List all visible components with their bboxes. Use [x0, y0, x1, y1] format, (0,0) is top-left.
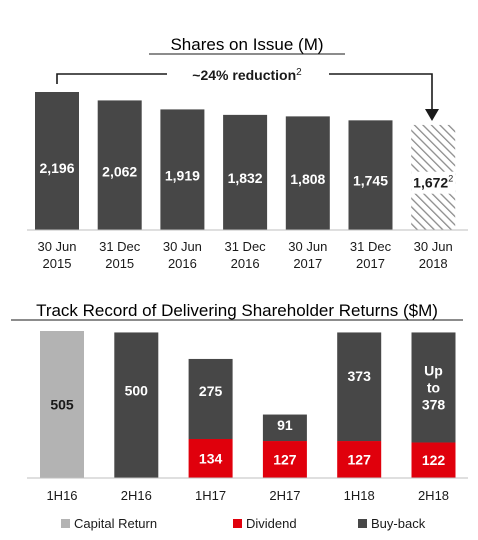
- shares-tick-label: 2016: [231, 256, 260, 271]
- shares-value-label: 2,196: [39, 160, 74, 176]
- shares-tick-label: 2018: [419, 256, 448, 271]
- shares-bar: [348, 120, 393, 230]
- chart1-title: Shares on Issue (M): [170, 35, 323, 54]
- shares-tick-label: 2015: [43, 256, 72, 271]
- legend-swatch: [233, 519, 242, 528]
- returns-bar-segment: [337, 332, 382, 442]
- returns-bar-segment: [40, 331, 84, 478]
- shares-tick-label: 30 Jun: [37, 239, 76, 254]
- shares-value-label: 2,062: [102, 164, 137, 180]
- returns-value-label: 134: [199, 450, 223, 466]
- shares-value-label: 1,832: [228, 170, 263, 186]
- returns-tick-label: 1H16: [46, 488, 77, 503]
- legend-label: Dividend: [246, 516, 297, 531]
- shares-value-label: 1,919: [165, 168, 200, 184]
- shares-tick-label: 31 Dec: [350, 239, 392, 254]
- legend-swatch: [358, 519, 367, 528]
- legend-swatch: [61, 519, 70, 528]
- reduction-bracket: [56, 73, 433, 110]
- shares-value-label: 1,6722: [413, 174, 453, 191]
- shares-bar: [97, 100, 142, 230]
- shares-tick-label: 30 Jun: [163, 239, 202, 254]
- returns-value-label: 500: [125, 383, 149, 399]
- returns-tick-label: 2H18: [418, 488, 449, 503]
- shares-tick-label: 2015: [105, 256, 134, 271]
- returns-bar-segment: [262, 414, 307, 442]
- returns-value-label: 127: [273, 452, 297, 468]
- shares-tick-label: 30 Jun: [288, 239, 327, 254]
- returns-bar-segment: [262, 441, 307, 478]
- returns-bar-segment: [411, 442, 456, 478]
- shares-tick-label: 2017: [293, 256, 322, 271]
- returns-bar-segment: [188, 438, 233, 478]
- shares-bar: [223, 114, 268, 230]
- reduction-arrow-head: [425, 109, 439, 121]
- returns-tick-label: 2H17: [269, 488, 300, 503]
- legend-label: Capital Return: [74, 516, 157, 531]
- shares-value-label: 1,745: [353, 173, 388, 189]
- shares-tick-label: 2016: [168, 256, 197, 271]
- returns-bar-segment: [411, 332, 456, 443]
- chart2-title: Track Record of Delivering Shareholder R…: [36, 301, 438, 320]
- returns-value-label: 122: [422, 452, 446, 468]
- legend-label: Buy-back: [371, 516, 426, 531]
- shares-tick-label: 31 Dec: [99, 239, 141, 254]
- returns-value-label: 373: [348, 368, 372, 384]
- shares-value-label: 1,808: [290, 171, 325, 187]
- returns-value-label: 505: [50, 397, 74, 413]
- shares-tick-label: 30 Jun: [414, 239, 453, 254]
- returns-value-label: Up to 378: [422, 362, 446, 412]
- returns-bar-segment: [188, 358, 233, 439]
- returns-value-label: 91: [277, 417, 293, 433]
- returns-value-label: 275: [199, 383, 223, 399]
- returns-value-label: 127: [348, 452, 372, 468]
- shares-bar: [160, 109, 205, 230]
- returns-bar-segment: [337, 441, 382, 478]
- shares-bar: [35, 92, 79, 230]
- returns-bar-segment: [114, 332, 159, 478]
- reduction-annotation: ~24% reduction2: [192, 67, 302, 83]
- shares-tick-label: 2017: [356, 256, 385, 271]
- returns-tick-label: 1H17: [195, 488, 226, 503]
- shares-bar: [285, 116, 330, 230]
- returns-tick-label: 1H18: [344, 488, 375, 503]
- reduction-annotation-footnote: 2: [296, 67, 302, 78]
- shares-tick-label: 31 Dec: [224, 239, 266, 254]
- projected-label-bg: [411, 171, 456, 194]
- returns-tick-label: 2H16: [121, 488, 152, 503]
